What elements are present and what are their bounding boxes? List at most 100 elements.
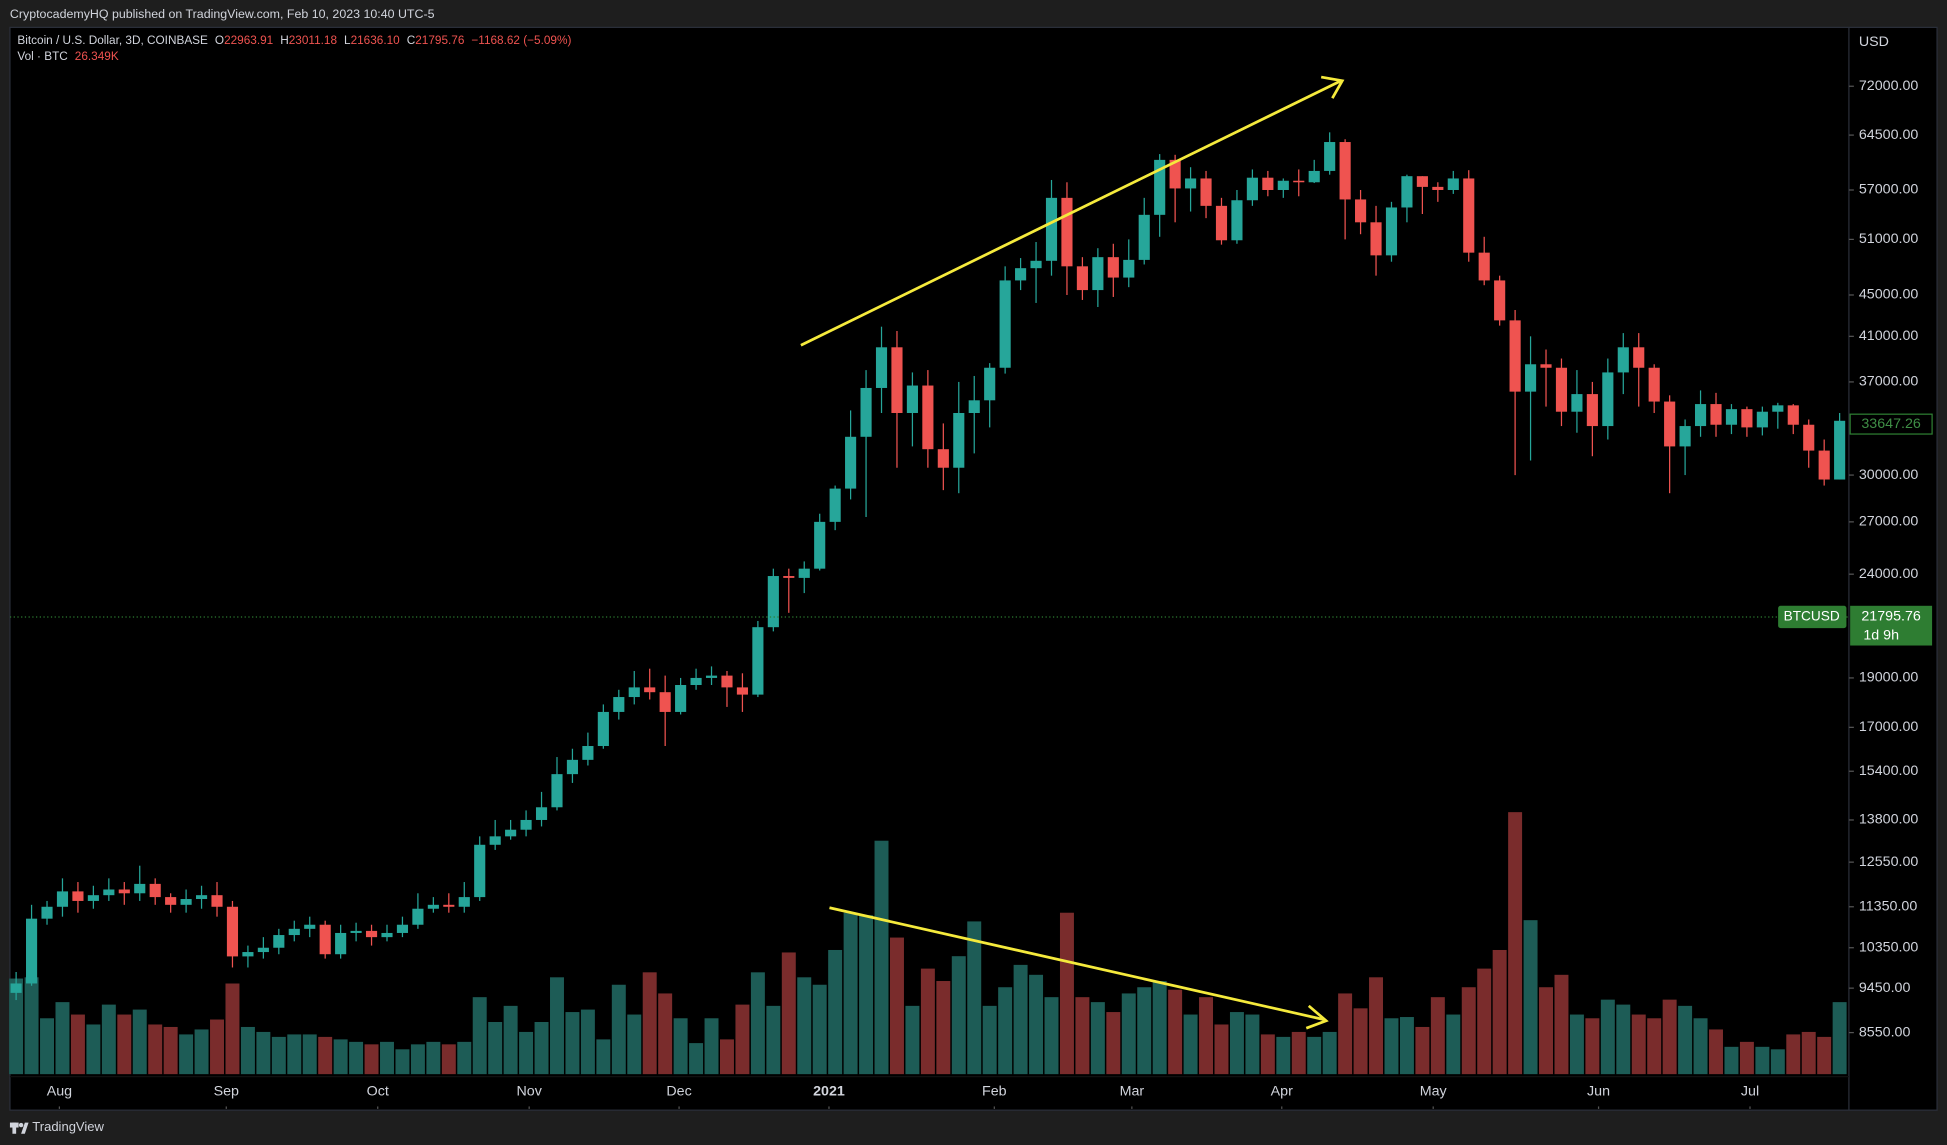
volume-bar <box>1739 1041 1754 1075</box>
volume-bar <box>580 1009 595 1075</box>
candle-body <box>1092 257 1104 291</box>
volume-bar <box>519 1031 534 1075</box>
candle-body <box>690 677 702 686</box>
candle-body <box>1432 186 1444 190</box>
candle-body <box>1061 197 1073 267</box>
candle-body <box>10 983 22 993</box>
volume-bar <box>889 937 904 1075</box>
y-tick-label: 30000.00 <box>1859 467 1919 483</box>
candle-body <box>149 883 161 898</box>
candle-body <box>350 930 362 933</box>
candle-body <box>891 347 903 413</box>
volume-bar <box>488 1021 503 1075</box>
candle-body <box>1494 280 1506 321</box>
candle-body <box>505 829 517 837</box>
candle-body <box>1586 394 1598 427</box>
candle-body <box>1339 142 1351 200</box>
volume-bar <box>1523 920 1538 1075</box>
volume-bar <box>1647 1018 1662 1075</box>
volume-bar <box>1214 1024 1229 1075</box>
volume-bar <box>1338 993 1353 1075</box>
candle-body <box>474 844 486 898</box>
volume-bar <box>426 1041 441 1075</box>
volume-bar <box>86 1024 101 1075</box>
candle-body <box>1030 260 1042 269</box>
candle-body <box>860 387 872 437</box>
candle-body <box>1834 420 1846 480</box>
volume-bar <box>828 949 843 1075</box>
volume-bar <box>1600 999 1615 1075</box>
logo-part <box>12 1122 17 1134</box>
volume-bar <box>441 1044 456 1075</box>
volume-bar <box>117 1014 132 1075</box>
volume-bar <box>1029 974 1044 1075</box>
volume-bar <box>148 1024 163 1075</box>
candle-body <box>458 897 470 907</box>
candle-body <box>1664 401 1676 447</box>
candle-body <box>1571 394 1583 412</box>
footer-logo <box>9 1122 29 1134</box>
candle-body <box>1370 222 1382 256</box>
volume-bar <box>349 1041 364 1075</box>
volume-bar <box>1508 812 1523 1075</box>
y-tick-label: 10350.00 <box>1859 940 1919 956</box>
legend-change: −1168.62 (−5.09%) <box>471 34 571 47</box>
candle-body <box>1277 180 1289 190</box>
volume-bar <box>905 1005 920 1075</box>
volume-bar <box>1446 1014 1461 1075</box>
y-tick-label: 8550.00 <box>1859 1024 1911 1040</box>
candle-body <box>875 347 888 388</box>
volume-bar <box>1724 1046 1739 1075</box>
candle-body <box>273 935 285 948</box>
x-tick-label: Sep <box>214 1083 239 1099</box>
x-tick-label: Jun <box>1587 1083 1610 1099</box>
legend-value: 21636.10 <box>351 34 401 47</box>
volume-bar <box>503 1005 518 1075</box>
last-price-box <box>1850 605 1933 646</box>
candle-body <box>1246 177 1258 201</box>
candle-body <box>984 367 996 401</box>
volume-bar <box>395 1049 410 1075</box>
candle-body <box>1169 159 1181 189</box>
candle-body <box>118 889 130 894</box>
volume-bar <box>1770 1049 1785 1075</box>
volume-bar <box>967 921 982 1075</box>
candle-body <box>613 697 625 712</box>
candle-body <box>1107 257 1119 278</box>
y-tick-label: 57000.00 <box>1859 182 1919 198</box>
volume-bar <box>318 1036 333 1075</box>
candle-body <box>1756 411 1768 428</box>
volume-bar <box>1384 1018 1399 1075</box>
volume-bar <box>1662 999 1677 1075</box>
volume-bar <box>1013 964 1028 1075</box>
y-tick-label: 72000.00 <box>1859 78 1919 94</box>
candle-body <box>180 899 192 905</box>
candle-body <box>1463 178 1475 253</box>
candle-body <box>1818 450 1830 480</box>
logo-part <box>21 1122 29 1134</box>
volume-bar <box>1492 949 1507 1075</box>
legend-value: 22963.91 <box>224 34 273 47</box>
candle-body <box>489 836 501 845</box>
candle-body <box>644 687 656 693</box>
candle-body <box>1602 372 1614 427</box>
volume-bar <box>1369 977 1384 1075</box>
symbol-label: BTCUSD <box>1784 609 1840 624</box>
candle-body <box>752 627 764 695</box>
volume-bar <box>287 1034 302 1075</box>
volume-bar <box>101 1004 116 1075</box>
volume-bar <box>982 1005 997 1075</box>
volume-bar <box>766 1005 781 1075</box>
candle-body <box>226 906 239 957</box>
volume-bar <box>1461 987 1476 1075</box>
x-tick-label: Jul <box>1741 1083 1759 1099</box>
y-tick-label: 51000.00 <box>1859 231 1919 247</box>
candle-body <box>41 906 53 919</box>
volume-bar <box>704 1018 719 1075</box>
candle-body <box>705 675 718 678</box>
candle-body <box>1478 252 1490 281</box>
y-tick-label: 17000.00 <box>1859 719 1919 735</box>
currency-label: USD <box>1859 34 1889 50</box>
candle-body <box>427 904 439 909</box>
x-tick-label: Aug <box>47 1083 72 1099</box>
